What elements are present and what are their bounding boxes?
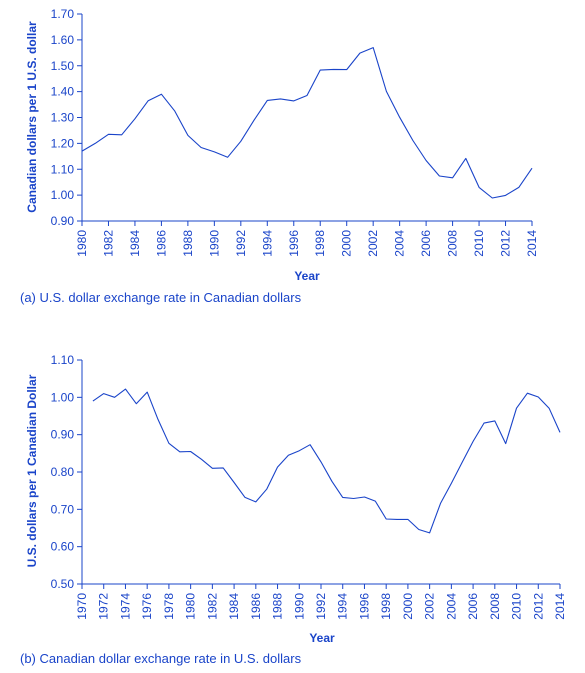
chart-b-y-tick-label: 0.50 <box>51 577 75 591</box>
chart-b: Year U.S. dollars per 1 Canadian Dollar … <box>25 353 567 645</box>
chart-a-x-axis-title: Year <box>294 269 320 283</box>
chart-b-x-tick-label: 1972 <box>97 593 111 620</box>
chart-a-x-tick-label: 1984 <box>128 230 142 257</box>
chart-b-x-tick-label: 2012 <box>531 593 545 620</box>
chart-b-x-tick-label: 1990 <box>292 593 306 620</box>
chart-b-y-axis-title: U.S. dollars per 1 Canadian Dollar <box>25 374 39 567</box>
chart-b-x-tick-label: 1992 <box>314 593 328 620</box>
chart-b-x-tick-label: 1974 <box>118 593 132 620</box>
chart-a-y-tick-label: 1.50 <box>51 59 75 73</box>
chart-a-y-axis-title: Canadian dollars per 1 U.S. dollar <box>25 21 39 213</box>
chart-a-x-tick-label: 1992 <box>234 230 248 257</box>
chart-b-x-tick-label: 2004 <box>444 593 458 620</box>
chart-a: Year Canadian dollars per 1 U.S. dollar … <box>25 7 539 283</box>
chart-a-y-tick-label: 1.00 <box>51 188 75 202</box>
chart-b-y-tick-label: 1.10 <box>51 353 75 367</box>
chart-b-x-tick-label: 2006 <box>466 593 480 620</box>
chart-b-x-axis-title: Year <box>309 631 335 645</box>
chart-b-x-tick-label: 1986 <box>249 593 263 620</box>
chart-b-x-tick-label: 2008 <box>488 593 502 620</box>
chart-b-y-tick-label: 0.80 <box>51 465 75 479</box>
chart-a-x-tick-label: 2006 <box>419 230 433 257</box>
chart-b-x-tick-label: 1984 <box>227 593 241 620</box>
chart-a-y-tick-label: 1.20 <box>51 136 75 150</box>
chart-a-y-tick-label: 1.40 <box>51 85 75 99</box>
chart-b-y-tick-label: 0.60 <box>51 540 75 554</box>
chart-a-y-tick-label: 0.90 <box>51 214 75 228</box>
chart-a-y-tick-label: 1.30 <box>51 111 75 125</box>
chart-b-x-tick-label: 2010 <box>510 593 524 620</box>
chart-a-x-tick-label: 2004 <box>393 230 407 257</box>
chart-a-y-tick-label: 1.10 <box>51 162 75 176</box>
chart-a-x-tick-label: 1998 <box>313 230 327 257</box>
chart-a-x-tick-label: 1986 <box>154 230 168 257</box>
chart-b-x-tick-label: 1988 <box>271 593 285 620</box>
chart-a-x-tick-label: 1990 <box>207 230 221 257</box>
chart-a-x-tick-label: 2012 <box>499 230 513 257</box>
chart-b-x-tick-label: 1998 <box>379 593 393 620</box>
chart-b-series-line <box>92 388 561 534</box>
chart-a-x-tick-label: 1996 <box>287 230 301 257</box>
chart-b-x-tick-label: 2002 <box>423 593 437 620</box>
chart-b-x-tick-label: 1978 <box>162 593 176 620</box>
chart-a-y-tick-label: 1.70 <box>51 7 75 21</box>
chart-a-x-tick-label: 2002 <box>366 230 380 257</box>
chart-b-x-tick-label: 2000 <box>401 593 415 620</box>
chart-b-y-tick-label: 0.90 <box>51 428 75 442</box>
chart-b-x-tick-label: 1976 <box>140 593 154 620</box>
chart-a-caption: (a) U.S. dollar exchange rate in Canadia… <box>20 290 302 305</box>
chart-a-x-tick-label: 1980 <box>75 230 89 257</box>
chart-b-x-tick-label: 1970 <box>75 593 89 620</box>
chart-a-x-tick-label: 2014 <box>525 230 539 257</box>
chart-a-series-line <box>81 47 533 199</box>
chart-a-x-tick-label: 2008 <box>446 230 460 257</box>
chart-a-x-tick-label: 1994 <box>260 230 274 257</box>
chart-b-caption: (b) Canadian dollar exchange rate in U.S… <box>20 651 302 666</box>
chart-b-y-tick-label: 1.00 <box>51 390 75 404</box>
chart-b-y-tick-label: 0.70 <box>51 502 75 516</box>
chart-a-x-tick-label: 1988 <box>181 230 195 257</box>
chart-b-x-tick-label: 1982 <box>205 593 219 620</box>
chart-a-x-tick-label: 1982 <box>101 230 115 257</box>
chart-a-y-tick-label: 1.60 <box>51 33 75 47</box>
chart-a-x-tick-label: 2010 <box>472 230 486 257</box>
chart-b-x-tick-label: 2014 <box>553 593 567 620</box>
chart-b-x-tick-label: 1996 <box>357 593 371 620</box>
chart-b-x-tick-label: 1980 <box>184 593 198 620</box>
chart-b-x-tick-label: 1994 <box>336 593 350 620</box>
chart-a-x-tick-label: 2000 <box>340 230 354 257</box>
